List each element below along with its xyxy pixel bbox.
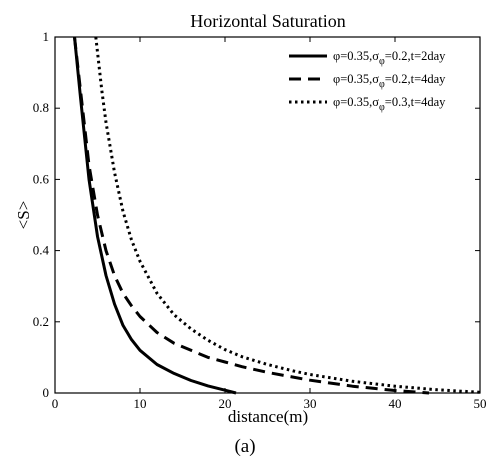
- chart-title: Horizontal Saturation: [190, 11, 345, 31]
- figure-caption: (a): [0, 436, 490, 458]
- y-axis-label: <S>: [14, 201, 33, 230]
- x-tick-label: 0: [52, 396, 59, 411]
- x-tick-label: 40: [389, 396, 402, 411]
- y-tick-label: 0.4: [33, 243, 50, 258]
- y-tick-label: 1: [43, 29, 50, 44]
- plot-frame: [55, 37, 480, 393]
- x-axis-label: distance(m): [228, 407, 308, 426]
- y-tick-label: 0.2: [33, 314, 49, 329]
- series-layer: [75, 37, 481, 393]
- legend-label-2: φ=0.35,σφ=0.2,t=4day: [333, 72, 446, 90]
- y-tick-label: 0.6: [33, 171, 50, 186]
- legend-label-3: φ=0.35,σφ=0.3,t=4day: [333, 95, 446, 113]
- x-tick-label: 50: [474, 396, 487, 411]
- y-tick-label: 0: [43, 385, 50, 400]
- series-line-3: [96, 37, 480, 392]
- legend-label-1: φ=0.35,σφ=0.2,t=2day: [333, 49, 446, 67]
- legend: φ=0.35,σφ=0.2,t=2day φ=0.35,σφ=0.2,t=4day…: [289, 49, 446, 113]
- x-tick-label: 10: [134, 396, 147, 411]
- y-tick-label: 0.8: [33, 100, 49, 115]
- series-line-2: [75, 37, 430, 393]
